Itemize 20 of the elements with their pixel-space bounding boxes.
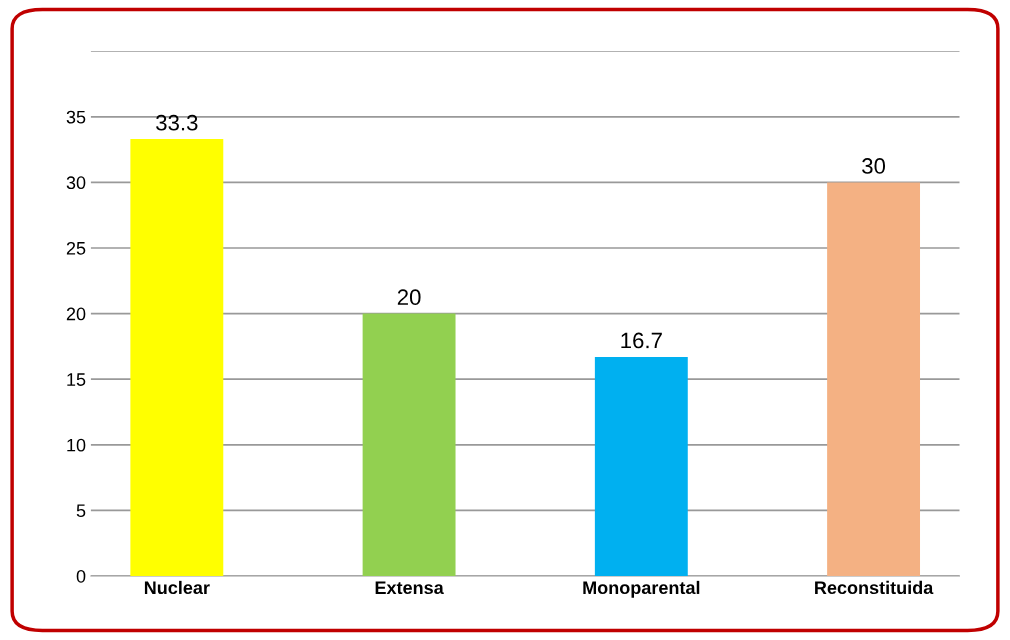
x-tick-label: Reconstituida — [815, 580, 934, 595]
data-label: 33.3 — [156, 114, 198, 131]
y-tick-label: 25 — [66, 241, 86, 255]
y-tick-label: 10 — [67, 438, 86, 452]
y-tick-label: 20 — [66, 307, 86, 321]
data-label: 30 — [862, 158, 886, 174]
y-tick-label: 30 — [66, 176, 86, 190]
y-tick-label: 15 — [67, 373, 86, 386]
y-tick-label: 35 — [66, 110, 86, 124]
bar — [362, 313, 456, 576]
bar — [827, 182, 921, 576]
data-label: 16.7 — [621, 332, 662, 349]
x-tick-label: Monoparental — [583, 580, 700, 598]
x-tick-label: Extensa — [375, 581, 444, 595]
y-tick-label: 5 — [76, 504, 86, 518]
bar — [130, 139, 224, 576]
bar — [594, 356, 688, 576]
y-tick-label: 0 — [76, 569, 86, 583]
data-label: 20 — [397, 289, 421, 306]
x-tick-label: Nuclear — [144, 580, 210, 595]
